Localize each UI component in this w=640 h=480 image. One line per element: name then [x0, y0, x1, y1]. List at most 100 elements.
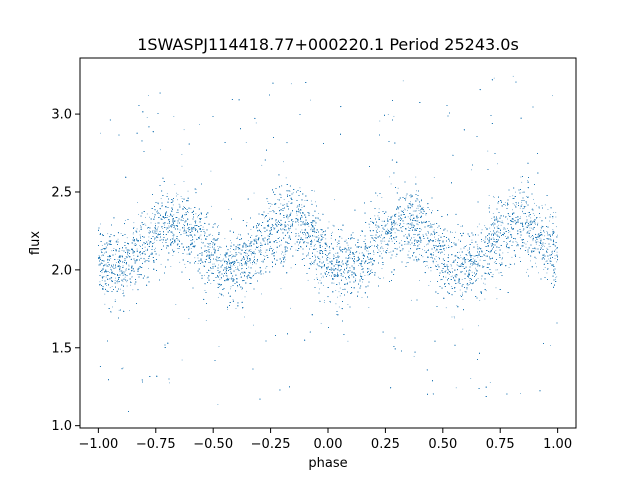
- data-point: [298, 244, 299, 246]
- data-point: [209, 247, 211, 248]
- data-point: [285, 177, 287, 179]
- data-point: [251, 254, 252, 256]
- data-point: [556, 276, 558, 278]
- data-point: [497, 219, 499, 221]
- data-point: [256, 238, 257, 240]
- data-point: [379, 217, 380, 219]
- data-point: [105, 246, 107, 248]
- data-point: [133, 241, 135, 242]
- data-point: [544, 243, 546, 244]
- data-point: [477, 265, 479, 267]
- data-point: [394, 221, 395, 223]
- data-point: [100, 132, 101, 134]
- data-point: [139, 274, 141, 276]
- data-point: [493, 195, 494, 197]
- data-point: [537, 222, 539, 224]
- data-point: [288, 228, 289, 230]
- data-point: [101, 245, 103, 246]
- data-point: [111, 272, 113, 273]
- data-point: [115, 301, 116, 302]
- data-point: [103, 267, 104, 269]
- data-point: [522, 211, 523, 213]
- data-point: [330, 233, 332, 234]
- data-point: [525, 201, 527, 203]
- data-point: [268, 235, 270, 237]
- data-point: [219, 292, 220, 294]
- data-point: [157, 237, 159, 239]
- data-point: [323, 301, 325, 303]
- data-point: [193, 245, 194, 247]
- data-point: [225, 268, 227, 269]
- data-point: [250, 249, 252, 250]
- data-point: [313, 245, 315, 247]
- data-point: [319, 258, 321, 260]
- data-point: [198, 237, 200, 238]
- data-point: [264, 256, 266, 257]
- data-point: [218, 248, 219, 249]
- data-point: [409, 230, 411, 231]
- data-point: [154, 238, 156, 240]
- data-point: [377, 276, 379, 278]
- data-point: [535, 258, 537, 259]
- data-point: [425, 252, 426, 253]
- data-point: [416, 214, 418, 216]
- data-point: [484, 283, 486, 285]
- data-point: [445, 307, 447, 309]
- data-point: [478, 223, 480, 225]
- data-point: [169, 382, 170, 384]
- data-point: [145, 259, 146, 261]
- data-point: [437, 264, 439, 265]
- data-point: [508, 232, 509, 233]
- data-point: [493, 222, 495, 223]
- data-point: [166, 229, 167, 230]
- data-point: [472, 258, 474, 260]
- data-point: [244, 316, 245, 318]
- data-point: [194, 220, 195, 222]
- data-point: [336, 269, 338, 270]
- data-point: [218, 264, 219, 266]
- data-point: [330, 261, 332, 263]
- data-point: [352, 266, 354, 268]
- data-point: [527, 241, 528, 243]
- data-point: [132, 251, 134, 252]
- data-point: [256, 227, 257, 229]
- data-point: [246, 222, 248, 224]
- data-point: [125, 268, 127, 269]
- data-point: [471, 239, 473, 241]
- data-point: [418, 240, 419, 241]
- data-point: [338, 257, 340, 259]
- data-point: [396, 228, 397, 230]
- data-point: [211, 252, 212, 254]
- data-point: [524, 242, 525, 244]
- data-point: [282, 257, 284, 258]
- data-point: [368, 223, 370, 225]
- data-point: [218, 286, 220, 287]
- data-point: [556, 248, 557, 250]
- data-point: [244, 262, 246, 264]
- data-point: [231, 256, 233, 258]
- data-point: [369, 223, 371, 225]
- data-point: [122, 290, 124, 291]
- data-point: [351, 275, 353, 277]
- data-point: [260, 242, 261, 244]
- data-point: [195, 188, 197, 190]
- data-point: [201, 241, 202, 243]
- data-point: [114, 299, 116, 301]
- data-point: [469, 282, 471, 283]
- chart-title: 1SWASPJ114418.77+000220.1 Period 25243.0…: [137, 35, 519, 54]
- data-point: [409, 223, 410, 225]
- data-point: [260, 232, 262, 234]
- data-point: [230, 248, 231, 249]
- data-point: [465, 261, 466, 263]
- data-point: [519, 236, 521, 238]
- data-point: [540, 227, 542, 228]
- data-point: [163, 223, 164, 225]
- data-point: [417, 207, 419, 209]
- data-point: [505, 204, 506, 206]
- data-point: [276, 222, 278, 223]
- data-point: [537, 234, 539, 236]
- data-point: [412, 210, 414, 212]
- data-point: [183, 227, 185, 229]
- data-point: [469, 283, 470, 285]
- data-point: [444, 244, 446, 246]
